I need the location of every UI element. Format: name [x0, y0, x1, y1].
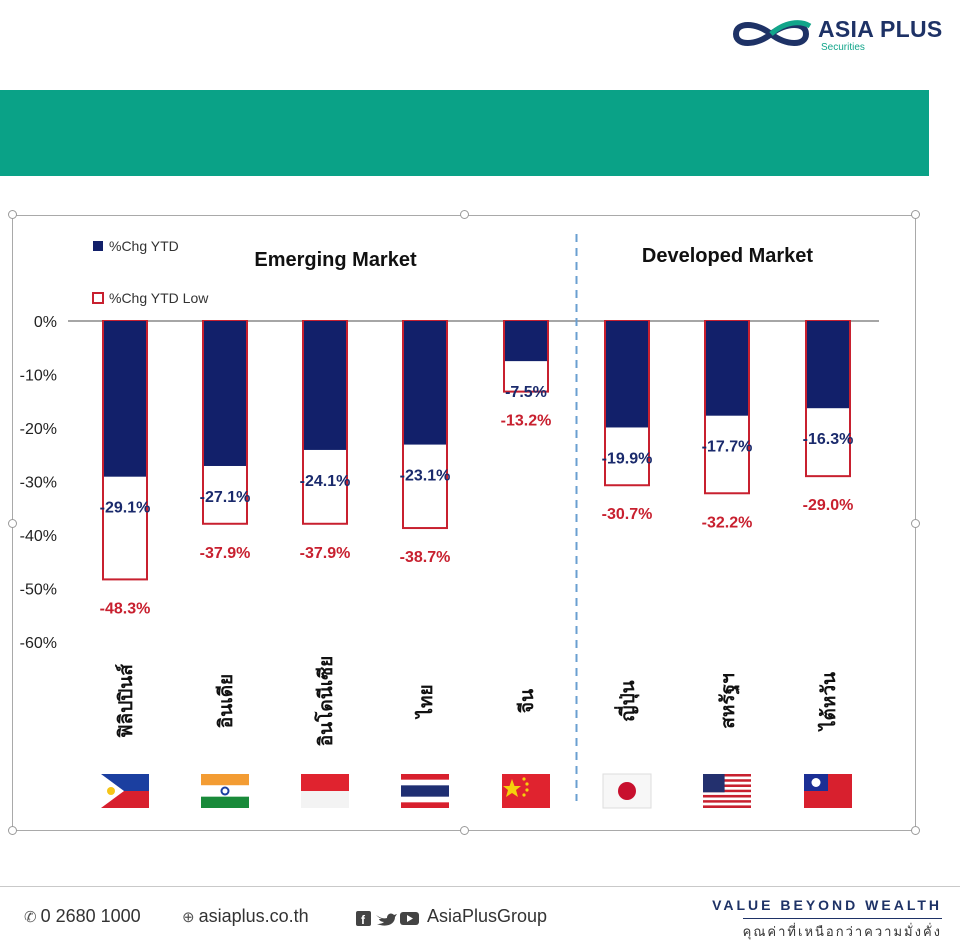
chart-frame: 0% -10% -20% -30% -40% -50% -60% Emerging Marke…: [12, 215, 916, 831]
data-label-ytd-low: -38.7%: [400, 549, 451, 566]
resize-handle-bottom-right[interactable]: [911, 826, 920, 835]
y-tick-label: -60%: [20, 635, 57, 652]
y-tick-label: -10%: [20, 368, 57, 385]
bar-ytd: [404, 321, 446, 445]
y-tick-label: -30%: [20, 475, 57, 492]
footer-website[interactable]: ⊕ asiaplus.co.th: [182, 906, 309, 927]
bar-ytd: [104, 321, 146, 477]
bar-ytd: [807, 321, 849, 409]
y-tick-label: -20%: [20, 421, 57, 438]
data-label-ytd: -24.1%: [300, 473, 351, 490]
data-label-ytd-low: -37.9%: [200, 545, 251, 562]
category-label: ไทย: [414, 684, 437, 719]
resize-handle-top-right[interactable]: [911, 210, 920, 219]
resize-handle-top-mid[interactable]: [460, 210, 469, 219]
data-label-ytd: -29.1%: [100, 500, 151, 517]
resize-handle-mid-right[interactable]: [911, 519, 920, 528]
data-label-ytd-low: -30.7%: [602, 506, 653, 523]
y-tick-label: 0%: [34, 314, 57, 331]
resize-handle-top-left[interactable]: [8, 210, 17, 219]
twitter-icon: [376, 913, 397, 926]
data-label-ytd: -23.1%: [400, 468, 451, 485]
facebook-icon: [356, 911, 371, 926]
category-label: อินโดนีเซีย: [314, 656, 337, 746]
slogan: VALUE BEYOND WEALTH: [712, 897, 942, 913]
footer-phone[interactable]: ✆ 0 2680 1000: [24, 906, 141, 927]
philippines-flag-icon: [101, 774, 149, 808]
legend-label-ytd-low: %Chg YTD Low: [109, 290, 209, 306]
phone-icon: ✆: [24, 909, 37, 926]
data-label-ytd-low: -13.2%: [501, 413, 552, 430]
data-label-ytd: -7.5%: [505, 384, 547, 401]
taiwan-flag-icon: [804, 774, 852, 808]
category-label: อินเดีย: [215, 674, 237, 728]
category-label: ญี่ปุ่น: [614, 680, 640, 721]
resize-handle-mid-left[interactable]: [8, 519, 17, 528]
bar-ytd: [706, 321, 748, 416]
y-tick-label: -50%: [20, 582, 57, 599]
phone-text: 0 2680 1000: [40, 906, 141, 926]
category-label: สหรัฐฯ: [718, 673, 741, 728]
bar-ytd: [204, 321, 246, 466]
category-label: ไต้หวัน: [817, 672, 840, 732]
data-label-ytd-low: -32.2%: [702, 514, 753, 531]
category-label: จีน: [516, 689, 538, 713]
data-label-ytd-low: -37.9%: [300, 545, 351, 562]
asia-plus-logo: ASIA PLUS Securities: [726, 14, 946, 56]
bar-ytd: [304, 321, 346, 450]
group-label-developed: Developed Market: [642, 245, 814, 267]
footer-social[interactable]: AsiaPlusGroup: [427, 906, 548, 926]
resize-handle-bottom-mid[interactable]: [460, 826, 469, 835]
data-label-ytd: -27.1%: [200, 489, 251, 506]
data-label-ytd-low: -48.3%: [100, 600, 151, 617]
data-label-ytd-low: -29.0%: [803, 497, 854, 514]
group-label-emerging: Emerging Market: [254, 249, 417, 271]
japan-flag-icon: [602, 773, 652, 809]
bar-ytd: [505, 321, 547, 362]
legend-swatch-ytd: [93, 241, 103, 251]
china-flag-icon: [502, 774, 550, 808]
globe-icon: ⊕: [182, 909, 195, 926]
bar-chart: 0% -10% -20% -30% -40% -50% -60% Emerging Marke…: [20, 234, 879, 809]
data-label-ytd: -17.7%: [702, 439, 753, 456]
y-tick-label: -40%: [20, 528, 57, 545]
website-text: asiaplus.co.th: [198, 906, 309, 926]
data-label-ytd: -16.3%: [803, 431, 854, 448]
legend-label-ytd: %Chg YTD: [109, 238, 179, 254]
usa-flag-icon: [703, 774, 751, 808]
brand-name: ASIA PLUS: [818, 16, 943, 42]
thailand-flag-icon: [401, 774, 449, 808]
india-flag-icon: [201, 774, 249, 808]
footer-divider: [0, 886, 960, 887]
title-band: [0, 90, 929, 176]
svg-text:f: f: [361, 913, 366, 927]
resize-handle-bottom-left[interactable]: [8, 826, 17, 835]
legend-swatch-ytd-low: [92, 292, 104, 304]
category-label: ฟิลิปปินส์: [115, 664, 137, 738]
indonesia-flag-icon: [301, 774, 349, 808]
slogan-thai: คุณค่าที่เหนือกว่าความมั่งคั่ง: [742, 918, 942, 942]
infinity-logo-icon: [732, 20, 812, 46]
brand-sub: Securities: [821, 42, 865, 53]
data-label-ytd: -19.9%: [602, 450, 653, 467]
social-icons: f: [356, 911, 419, 927]
bar-ytd: [606, 321, 648, 428]
